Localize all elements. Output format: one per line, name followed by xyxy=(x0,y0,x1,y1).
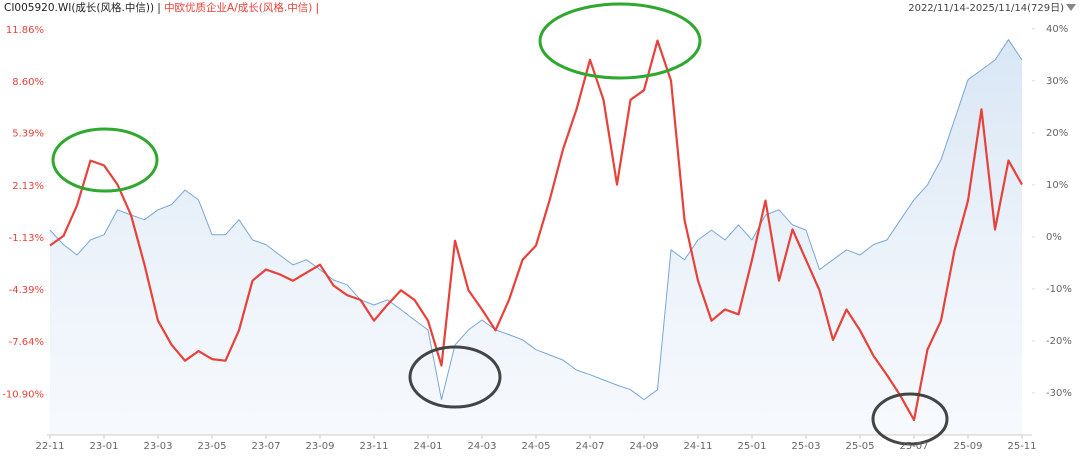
x-tick-label: 24-07 xyxy=(575,441,604,452)
x-tick-label: 22-11 xyxy=(35,441,64,452)
y-tick-label: -1.13% xyxy=(9,233,44,244)
x-tick-label: 23-07 xyxy=(251,441,280,452)
plot xyxy=(49,39,1023,435)
x-tick-label: 24-09 xyxy=(629,441,658,452)
y2-tick-label: 10% xyxy=(1046,180,1068,191)
y-tick-label: 8.60% xyxy=(12,77,44,88)
grid xyxy=(45,28,1035,439)
x-tick-label: 25-07 xyxy=(899,441,928,452)
x-tick-label: 25-11 xyxy=(1007,441,1036,452)
x-tick-label: 23-01 xyxy=(89,441,118,452)
x-tick-label: 25-03 xyxy=(791,441,820,452)
y-tick-label: -10.90% xyxy=(2,389,44,400)
y2-tick-label: 30% xyxy=(1046,76,1068,87)
x-tick-label: 23-03 xyxy=(143,441,172,452)
annotation-circle xyxy=(871,392,949,446)
x-tick-label: 25-09 xyxy=(953,441,982,452)
y2-tick-label: -10% xyxy=(1046,284,1072,295)
legend-entry: 中欧优质企业A/成长(风格.中信) xyxy=(164,1,312,14)
x-tick-label: 23-09 xyxy=(305,441,334,452)
y-tick-label: 11.86% xyxy=(6,25,44,36)
x-tick-label: 24-03 xyxy=(467,441,496,452)
x-tick-label: 23-11 xyxy=(359,441,388,452)
annotation-circle xyxy=(538,2,702,80)
date-range[interactable]: 2022/11/14-2025/11/14(729日) xyxy=(908,3,1064,14)
y2-tick-label: -20% xyxy=(1046,336,1072,347)
x-tick-label: 25-05 xyxy=(845,441,874,452)
series-line xyxy=(49,39,1023,401)
y2-tick-label: 40% xyxy=(1046,24,1068,35)
x-tick-label: 23-05 xyxy=(197,441,226,452)
legend-entry: CI005920.WI(成长(风格.中信)) xyxy=(4,1,154,14)
y2-tick-label: -30% xyxy=(1046,388,1072,399)
y2-tick-label: 0% xyxy=(1046,232,1062,243)
annotation-circle xyxy=(408,345,502,409)
x-tick-label: 24-01 xyxy=(413,441,442,452)
y-tick-label: -7.64% xyxy=(9,337,44,348)
series-area xyxy=(50,39,1022,435)
y-tick-label: -4.39% xyxy=(9,285,44,296)
x-tick-label: 24-05 xyxy=(521,441,550,452)
y-tick-label: 2.13% xyxy=(12,181,44,192)
dropdown-arrow[interactable] xyxy=(1066,4,1076,11)
x-tick-label: 25-01 xyxy=(737,441,766,452)
annotation-circle xyxy=(51,127,159,193)
x-tick-label: 24-11 xyxy=(683,441,712,452)
y2-tick-label: 20% xyxy=(1046,128,1068,139)
y-tick-label: 5.39% xyxy=(12,129,44,140)
series-line xyxy=(49,39,1023,422)
